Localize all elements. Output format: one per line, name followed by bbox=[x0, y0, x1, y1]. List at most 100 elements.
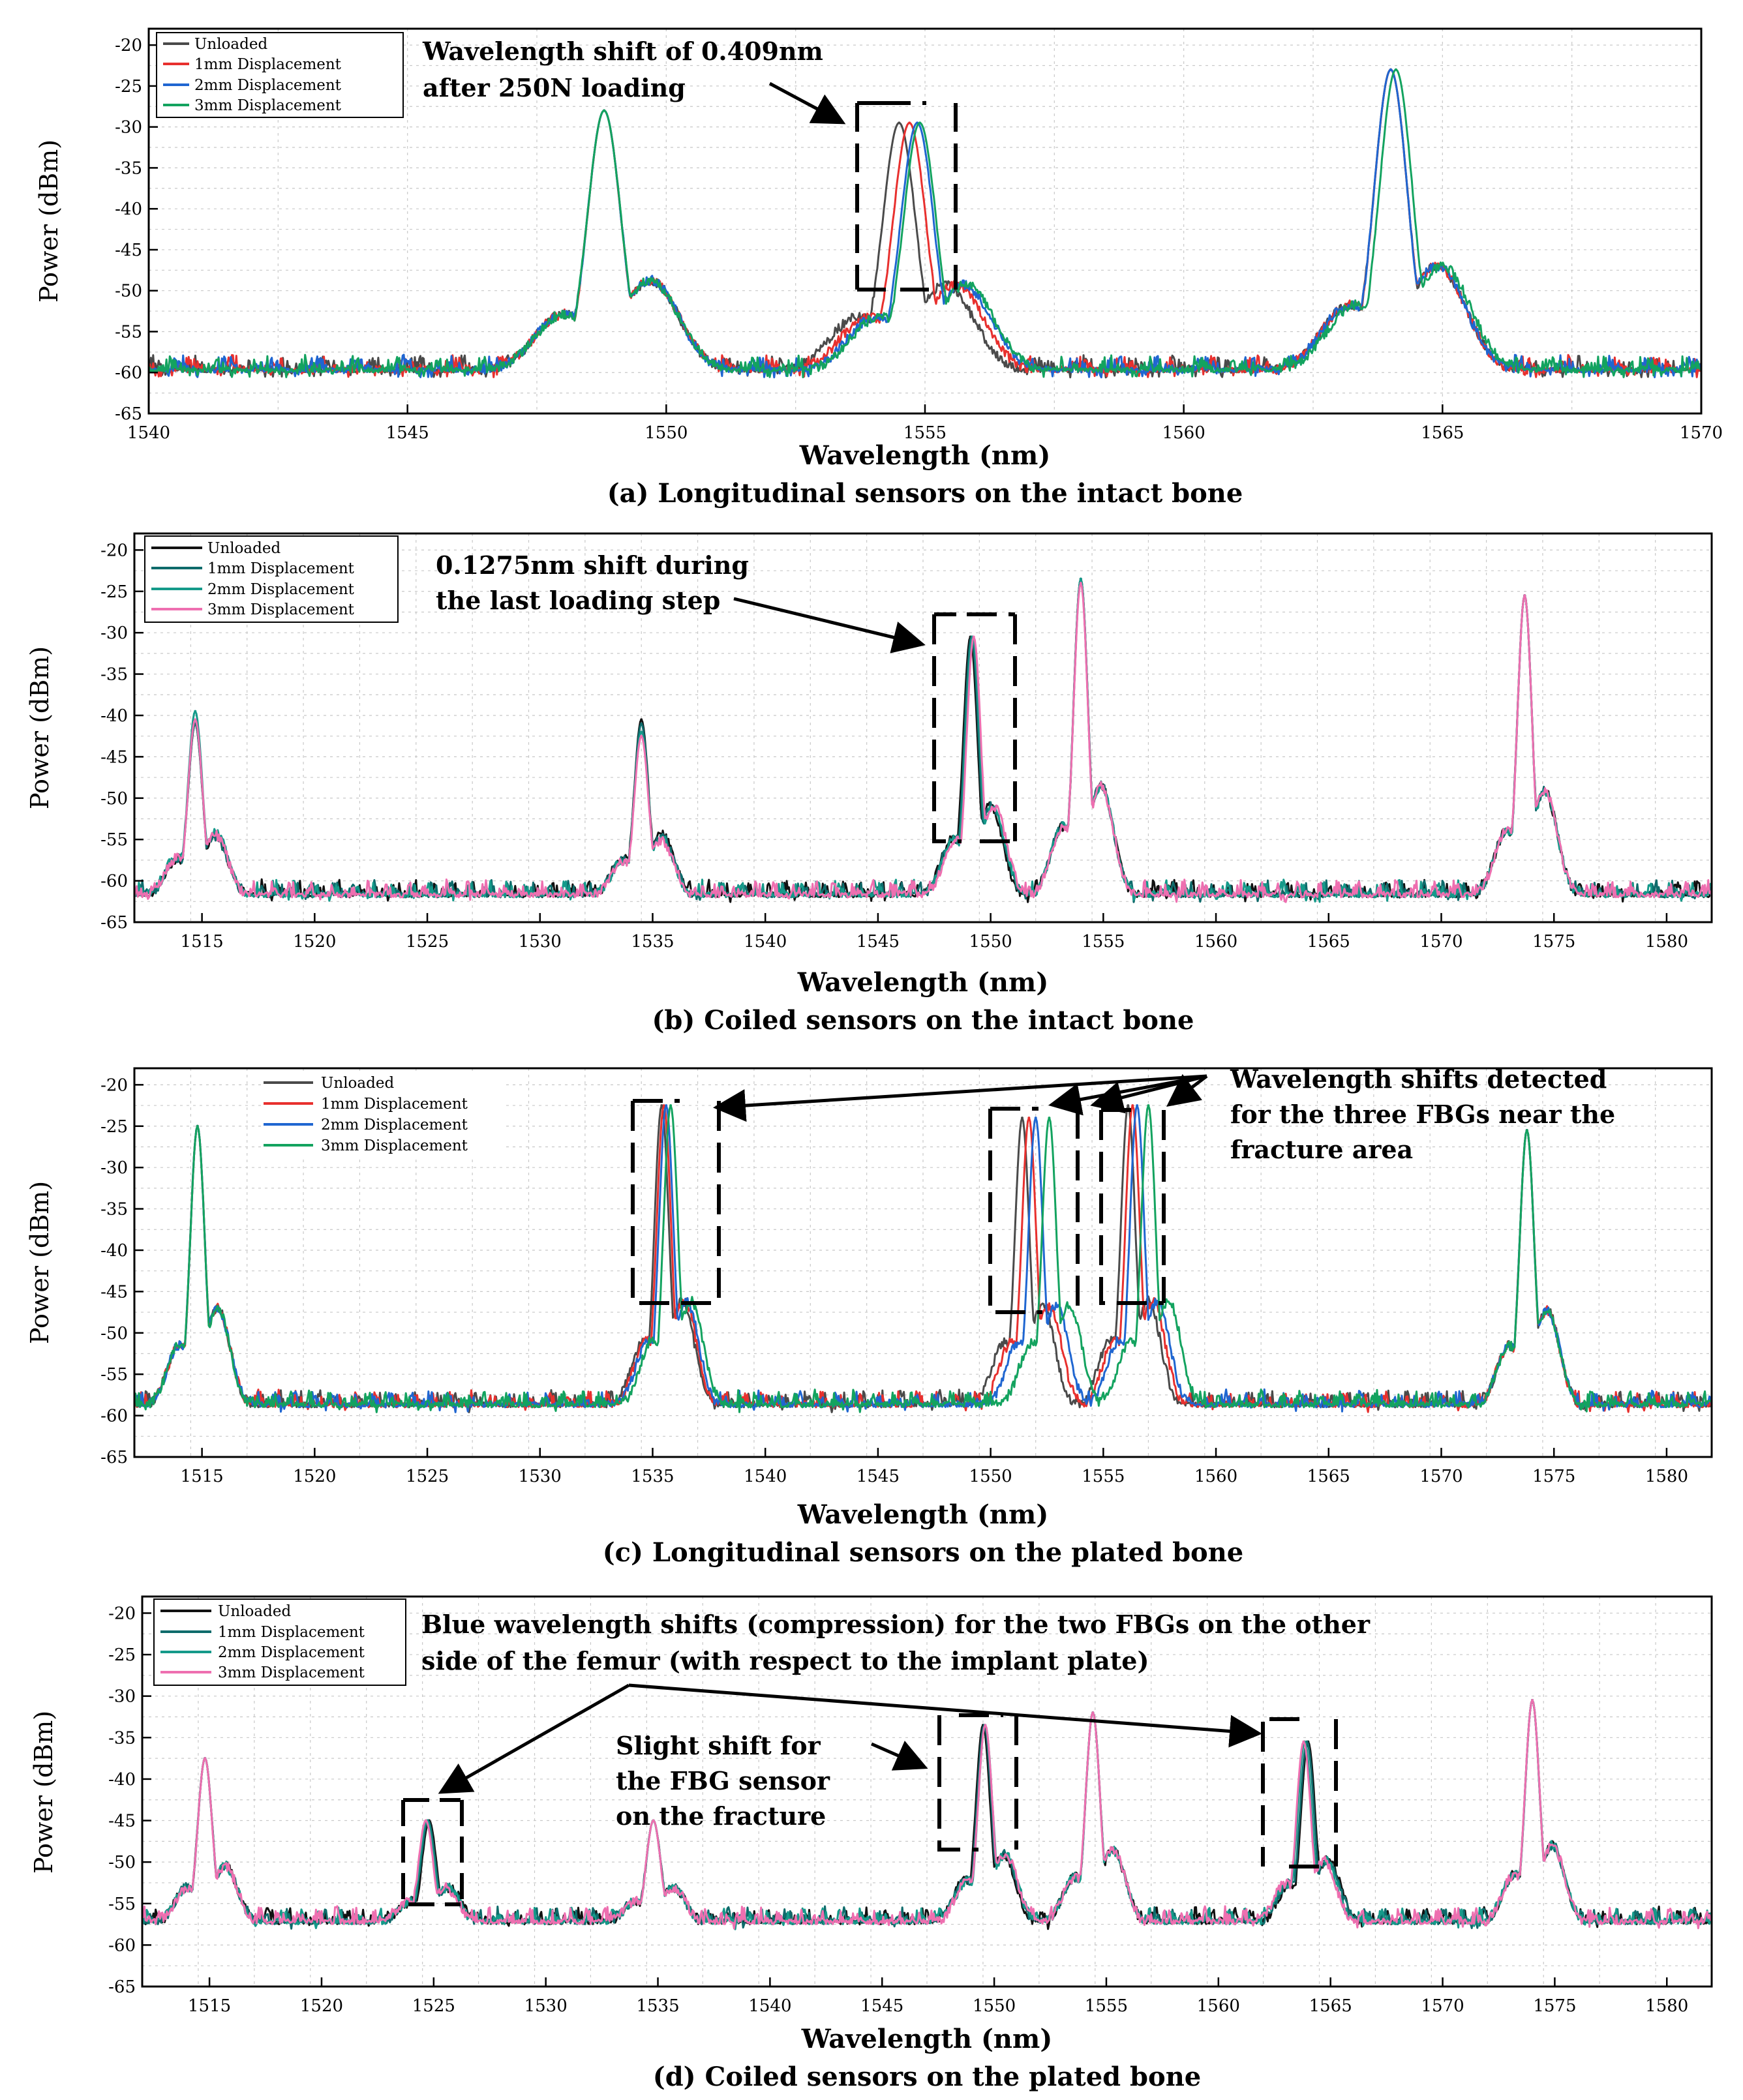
y-tick-label: -20 bbox=[100, 1075, 128, 1095]
x-tick-labels: 1515 1520 1525 1530 1535 1540 1545 1550 1555 1560… bbox=[188, 1996, 1688, 2016]
legend-label: Unloaded bbox=[321, 1075, 394, 1092]
x-tick-label: 1535 bbox=[636, 1996, 679, 2016]
x-tick-labels: 1515 1520 1525 1530 1535 1540 1545 1550 1555 1560… bbox=[181, 932, 1688, 952]
highlight-box bbox=[1099, 1108, 1166, 1305]
legend-label: 3mm Displacement bbox=[218, 1664, 365, 1681]
ticks bbox=[147, 44, 1703, 415]
annotation-arrow bbox=[1166, 1073, 1208, 1107]
peak-point bbox=[1394, 68, 1397, 71]
annotation: 0.1275nm shift during the last loading s… bbox=[436, 550, 1017, 843]
y-tick-label: -50 bbox=[108, 1853, 136, 1872]
plot-frame bbox=[133, 532, 1713, 923]
x-tick-label: 1525 bbox=[406, 1467, 449, 1486]
x-tick-label: 1570 bbox=[1419, 932, 1463, 952]
peak-point bbox=[640, 718, 643, 721]
annotation-arrow bbox=[870, 1741, 928, 1771]
legend-label: 3mm Displacement bbox=[321, 1137, 468, 1154]
legend: Unloaded 1mm Displacement 2mm Displaceme… bbox=[144, 535, 399, 623]
peak-point bbox=[424, 1819, 427, 1822]
annotation-text: Wavelength shift of 0.409nm bbox=[422, 37, 823, 66]
y-tick-label: -40 bbox=[100, 706, 128, 726]
annotation-arrow bbox=[733, 597, 926, 653]
annotation: Wavelength shifts detected for the three… bbox=[631, 1064, 1615, 1314]
series-group bbox=[133, 577, 1713, 903]
x-tick-label: 1565 bbox=[1309, 1996, 1352, 2016]
x-tick-label: 1560 bbox=[1194, 932, 1237, 952]
x-tick-label: 1550 bbox=[644, 423, 688, 443]
annotation-text: on the fracture bbox=[616, 1801, 826, 1831]
legend-label: 1mm Displacement bbox=[321, 1096, 468, 1113]
y-tick-label: -25 bbox=[100, 1117, 128, 1137]
y-tick-label: -65 bbox=[115, 404, 142, 424]
y-tick-label: -40 bbox=[115, 200, 142, 219]
highlight-box bbox=[937, 1713, 1018, 1852]
x-tick-label: 1555 bbox=[1085, 1996, 1128, 2016]
y-tick-label: -20 bbox=[108, 1604, 136, 1623]
x-tick-label: 1530 bbox=[519, 1467, 562, 1486]
y-tick-label: -40 bbox=[108, 1770, 136, 1790]
highlight-box bbox=[1261, 1717, 1338, 1868]
peak-point bbox=[662, 1104, 665, 1107]
y-tick-label: -35 bbox=[100, 665, 128, 685]
legend-label: 2mm Displacement bbox=[321, 1117, 468, 1133]
legend-label: 2mm Displacement bbox=[218, 1644, 365, 1661]
y-tick-label: -60 bbox=[100, 1407, 128, 1426]
x-tick-label: 1570 bbox=[1680, 423, 1723, 443]
y-tick-label: -40 bbox=[100, 1241, 128, 1261]
x-tick-label: 1515 bbox=[181, 932, 224, 952]
legend: Unloaded 1mm Displacement 2mm Displaceme… bbox=[156, 32, 404, 118]
legend: Unloaded 1mm Displacement 2mm Displaceme… bbox=[261, 1073, 504, 1158]
x-tick-label: 1555 bbox=[903, 423, 947, 443]
peak-point bbox=[660, 1104, 663, 1107]
x-tick-label: 1520 bbox=[293, 932, 336, 952]
x-tick-label: 1580 bbox=[1645, 932, 1688, 952]
y-tick-label: -45 bbox=[115, 241, 142, 260]
highlight-box bbox=[631, 1099, 721, 1306]
x-axis-label: Wavelength (nm) bbox=[799, 440, 1051, 471]
x-tick-label: 1545 bbox=[860, 1996, 903, 2016]
series-group bbox=[133, 1104, 1713, 1413]
peak-point bbox=[669, 1104, 673, 1107]
y-tick-label: -60 bbox=[108, 1936, 136, 1955]
y-tick-label: -45 bbox=[108, 1812, 136, 1831]
legend-label: Unloaded bbox=[194, 36, 267, 53]
x-tick-label: 1545 bbox=[856, 932, 900, 952]
x-tick-label: 1540 bbox=[744, 1467, 787, 1486]
x-tick-label: 1540 bbox=[748, 1996, 791, 2016]
annotation-text: after 250N loading bbox=[423, 73, 686, 102]
y-tick-label: -55 bbox=[100, 830, 128, 850]
x-axis-label: Wavelength (nm) bbox=[797, 1499, 1049, 1530]
x-tick-label: 1560 bbox=[1194, 1467, 1237, 1486]
peak-point bbox=[1091, 1711, 1095, 1715]
y-tick-label: -30 bbox=[115, 118, 142, 138]
annotation-text: fracture area bbox=[1230, 1135, 1413, 1164]
peak-point bbox=[1302, 1740, 1305, 1743]
series-line bbox=[133, 582, 1713, 903]
y-tick-label: -25 bbox=[115, 77, 142, 97]
y-tick-labels: -20 -25 -30 -35 -40 -45 -50 -55 -60 -65 bbox=[100, 541, 128, 933]
x-tick-label: 1575 bbox=[1532, 1467, 1575, 1486]
peak-point bbox=[1027, 1117, 1031, 1120]
annotation-text: Blue wavelength shifts (compression) for… bbox=[421, 1610, 1371, 1639]
y-tick-label: -55 bbox=[115, 322, 142, 342]
series-line bbox=[133, 1104, 1712, 1413]
x-tick-label: 1535 bbox=[631, 1467, 674, 1486]
x-tick-label: 1515 bbox=[188, 1996, 231, 2016]
x-tick-label: 1550 bbox=[969, 1467, 1012, 1486]
y-tick-labels: -20 -25 -30 -35 -40 -45 -50 -55 -60 -65 bbox=[100, 1075, 128, 1467]
peak-point bbox=[1136, 1104, 1139, 1107]
series-line bbox=[141, 1699, 1712, 1930]
peak-point bbox=[1531, 1699, 1534, 1702]
x-tick-labels: 1515 1520 1525 1530 1535 1540 1545 1550 1555 1560… bbox=[181, 1467, 1688, 1486]
y-tick-label: -35 bbox=[100, 1200, 128, 1220]
peak-point bbox=[1079, 577, 1082, 580]
y-tick-label: -20 bbox=[100, 541, 128, 560]
y-tick-label: -20 bbox=[115, 36, 142, 55]
ticks bbox=[134, 549, 1668, 923]
peak-point bbox=[640, 734, 643, 738]
peak-point bbox=[1147, 1104, 1150, 1107]
x-tick-label: 1560 bbox=[1197, 1996, 1240, 2016]
y-tick-labels: -20 -25 -30 -35 -40 -45 -50 -55 -60 -65 bbox=[115, 36, 142, 424]
panel-caption: (d) Coiled sensors on the plated bone bbox=[653, 2062, 1201, 2092]
